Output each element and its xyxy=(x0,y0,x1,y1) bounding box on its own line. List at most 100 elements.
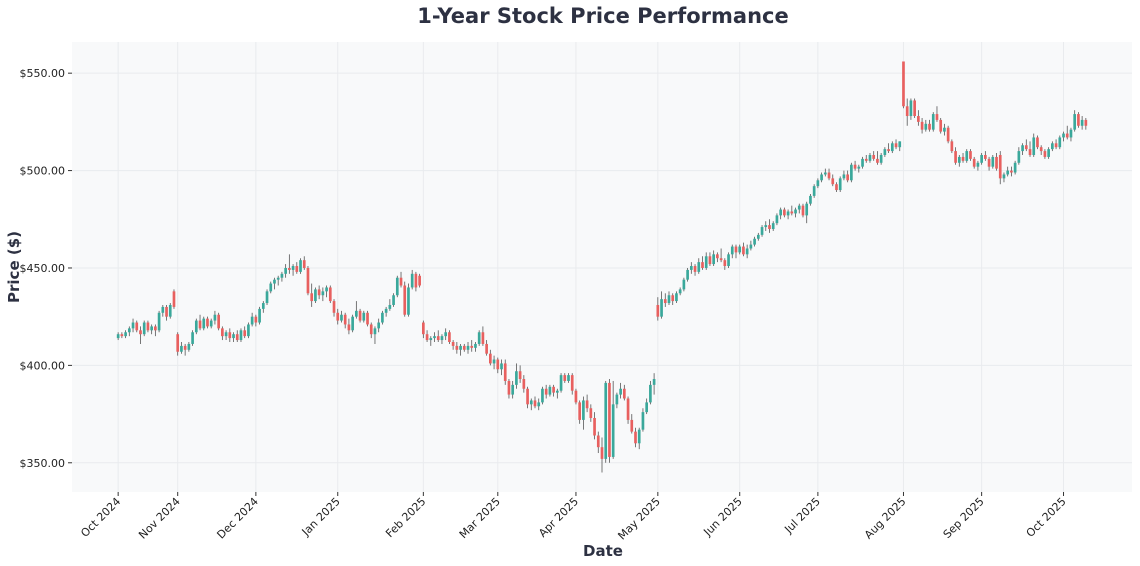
candle xyxy=(794,207,797,218)
candle-body-up xyxy=(187,343,191,350)
candle xyxy=(392,293,395,307)
candle xyxy=(120,332,124,339)
candle-body-up xyxy=(660,299,663,317)
candle xyxy=(760,225,764,237)
candle-body-down xyxy=(470,345,474,348)
candle xyxy=(381,310,384,325)
x-tick-label: Jun 2025 xyxy=(701,495,745,539)
candle xyxy=(645,398,649,415)
candle-body-up xyxy=(511,384,515,395)
candle xyxy=(448,330,451,344)
candle xyxy=(1039,145,1043,155)
candle-body-up xyxy=(1069,129,1073,138)
candle-body-up xyxy=(943,127,946,132)
candle xyxy=(708,252,712,267)
candle xyxy=(258,306,261,325)
x-axis-label: Date xyxy=(583,542,623,560)
candle xyxy=(1047,147,1050,159)
candle xyxy=(388,299,392,311)
candle-body-up xyxy=(1073,114,1077,130)
candle-body-down xyxy=(526,388,529,405)
candle xyxy=(1002,172,1006,183)
x-tick-label: Apr 2025 xyxy=(536,495,581,540)
candle xyxy=(969,149,972,161)
candle-body-up xyxy=(265,291,269,304)
candle-body-down xyxy=(183,345,187,350)
candle-body-up xyxy=(756,234,760,239)
candle-body-up xyxy=(619,388,622,395)
candle xyxy=(797,203,801,214)
candle xyxy=(414,271,418,292)
candle xyxy=(1084,117,1088,130)
candle xyxy=(902,61,905,109)
candle-body-up xyxy=(764,225,768,228)
candle-body-up xyxy=(879,154,883,163)
candle-body-up xyxy=(861,158,864,167)
candle-body-down xyxy=(254,316,258,323)
candle xyxy=(935,106,939,122)
candle xyxy=(1006,166,1010,177)
candle-body-down xyxy=(987,158,991,167)
candle-body-down xyxy=(369,324,373,335)
candle xyxy=(723,258,727,270)
candle-body-down xyxy=(328,287,332,302)
candle-body-down xyxy=(790,211,794,214)
candle-body-down xyxy=(154,326,157,331)
candle-body-down xyxy=(544,388,548,395)
candle xyxy=(269,281,273,294)
candle xyxy=(842,170,846,181)
candle-body-up xyxy=(1080,119,1084,126)
candle-body-up xyxy=(898,141,902,148)
candle-body-down xyxy=(366,312,369,325)
candle xyxy=(340,310,343,323)
candle xyxy=(686,267,689,282)
candle xyxy=(511,380,515,399)
candle-body-up xyxy=(797,205,801,210)
candle-body-down xyxy=(622,388,626,399)
candle-body-up xyxy=(340,314,343,321)
candle xyxy=(217,312,220,331)
candle-body-down xyxy=(332,301,336,313)
candle xyxy=(898,141,902,152)
candle xyxy=(325,285,328,298)
candle-body-up xyxy=(209,320,213,327)
candle-body-up xyxy=(909,100,913,117)
candle xyxy=(1077,112,1080,128)
candle-body-down xyxy=(656,304,660,317)
candle-body-down xyxy=(734,246,738,253)
candle xyxy=(972,156,976,169)
candle-body-down xyxy=(522,379,526,389)
candle-body-up xyxy=(890,143,894,152)
candle xyxy=(1028,141,1032,157)
candle xyxy=(563,373,567,383)
candle xyxy=(779,207,782,220)
candle-body-up xyxy=(142,322,146,335)
candle xyxy=(634,427,637,448)
candle xyxy=(846,170,849,183)
candle-body-up xyxy=(604,382,608,459)
candle-body-up xyxy=(157,312,161,331)
candle-body-up xyxy=(652,379,656,385)
candle-body-down xyxy=(630,419,634,432)
candle xyxy=(812,184,816,198)
candle xyxy=(477,330,481,346)
candle-body-down xyxy=(626,398,630,420)
candle-body-up xyxy=(805,203,809,216)
candle-body-down xyxy=(634,431,637,444)
candle xyxy=(466,342,470,354)
candle-body-up xyxy=(1032,137,1036,155)
candle-body-down xyxy=(418,275,421,286)
candle xyxy=(697,258,701,274)
candle xyxy=(548,384,552,397)
candle-body-up xyxy=(1047,149,1050,157)
candle-body-down xyxy=(1043,151,1047,157)
candle xyxy=(768,219,771,233)
candle-body-down xyxy=(451,342,455,346)
candle xyxy=(879,153,883,165)
candle xyxy=(946,125,950,144)
candle xyxy=(585,394,589,413)
candle-body-up xyxy=(1058,137,1062,148)
candle-body-up xyxy=(250,316,254,325)
x-tick-label: Oct 2024 xyxy=(78,495,123,540)
y-tick-label: $400.00 xyxy=(20,359,66,372)
